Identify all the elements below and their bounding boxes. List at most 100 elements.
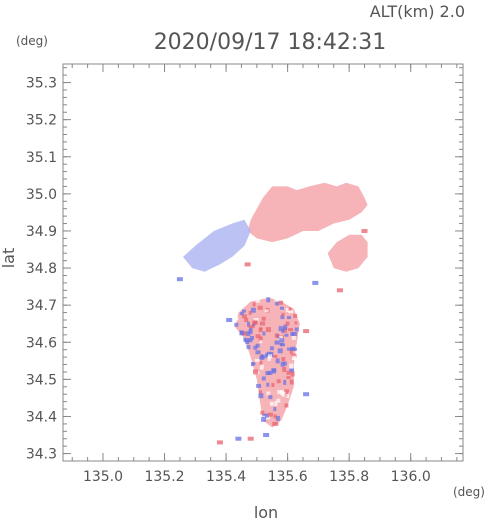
echo-cell xyxy=(246,331,251,337)
y-tick-label: 35.0 xyxy=(26,187,57,203)
echo-cell xyxy=(248,329,253,335)
echo-cell xyxy=(239,312,244,316)
echo-cell xyxy=(287,316,291,320)
echo-cell xyxy=(277,348,283,354)
echo-cell xyxy=(271,383,275,387)
echo-cell xyxy=(283,327,288,333)
echo-speckle xyxy=(361,229,368,233)
echo-cell xyxy=(294,321,298,325)
echo-cell xyxy=(262,331,266,336)
y-tick-label: 35.3 xyxy=(26,76,57,92)
y-tick-label: 34.8 xyxy=(26,261,57,277)
echo-cell xyxy=(258,336,263,342)
altitude-label: ALT(km) 2.0 xyxy=(370,2,465,21)
echo-cell xyxy=(251,362,255,367)
echo-cell xyxy=(266,297,271,303)
echo-region-east-positive xyxy=(327,234,368,272)
x-tick-label: 135.6 xyxy=(268,469,308,485)
echo-cell xyxy=(269,401,274,406)
x-unit-label: (deg) xyxy=(453,485,485,499)
echo-cell xyxy=(284,389,290,393)
echo-cell xyxy=(280,343,285,347)
echo-cell xyxy=(257,305,263,310)
echo-cell xyxy=(275,358,280,364)
echo-cell xyxy=(281,391,286,397)
echo-cell xyxy=(260,321,265,326)
echo-speckle xyxy=(336,288,343,293)
echo-cell xyxy=(287,347,291,351)
x-tick-label: 135.2 xyxy=(144,469,184,485)
echo-cell xyxy=(278,326,284,332)
echo-cell xyxy=(288,328,294,332)
echo-cell xyxy=(283,392,288,397)
echo-cell xyxy=(249,327,253,331)
echo-cell xyxy=(248,310,252,315)
echo-cell xyxy=(282,367,287,372)
x-tick-label: 135.4 xyxy=(206,469,246,485)
echo-cell xyxy=(253,318,259,321)
x-axis-label: lon xyxy=(254,503,278,521)
echo-cell xyxy=(292,355,296,360)
echo-cell xyxy=(255,298,260,303)
y-tick-label: 34.7 xyxy=(26,298,57,314)
echo-cell xyxy=(284,403,289,408)
echo-speckle xyxy=(312,280,319,285)
echo-cell xyxy=(267,357,271,361)
echo-cell xyxy=(274,333,279,338)
echo-cell xyxy=(255,350,261,355)
echo-cell xyxy=(283,324,288,330)
echo-cell xyxy=(241,309,246,313)
echo-cell xyxy=(255,343,260,348)
echo-cell xyxy=(250,307,256,313)
echo-cell xyxy=(259,355,265,360)
echo-speckle xyxy=(176,277,183,282)
echo-cell xyxy=(294,327,299,332)
echo-cell xyxy=(273,414,277,419)
y-tick-label: 34.6 xyxy=(26,335,57,351)
echo-speckle xyxy=(247,436,254,441)
echo-cell xyxy=(281,329,285,334)
echo-cell xyxy=(281,312,285,316)
echo-cell xyxy=(285,307,289,312)
echo-cell xyxy=(264,309,269,313)
echo-cell xyxy=(265,371,271,376)
echo-cell xyxy=(258,393,264,399)
echo-cell xyxy=(241,314,247,319)
y-tick-label: 34.5 xyxy=(26,372,57,388)
echo-cell xyxy=(284,333,289,337)
echo-cell xyxy=(289,349,293,355)
echo-cell xyxy=(248,325,253,329)
echo-cell xyxy=(261,416,267,422)
echo-cell xyxy=(268,395,273,400)
echo-cell xyxy=(265,327,271,333)
echo-cell xyxy=(244,338,250,343)
echo-cell xyxy=(283,379,287,385)
echo-speckle xyxy=(216,440,223,445)
x-tick-label: 135.0 xyxy=(83,469,123,485)
echo-speckle xyxy=(244,262,251,267)
echo-cell xyxy=(260,410,265,415)
echo-cell xyxy=(259,340,263,344)
echo-cell xyxy=(267,351,271,356)
echo-cell xyxy=(273,354,278,358)
echo-cell xyxy=(254,358,260,362)
echo-cell xyxy=(291,335,296,340)
echo-cell xyxy=(252,302,256,307)
echo-cell xyxy=(261,316,266,321)
echo-cell xyxy=(272,368,277,374)
echo-region-north-positive xyxy=(247,182,368,243)
x-tick-label: 136.0 xyxy=(391,469,431,485)
y-tick-label: 35.2 xyxy=(26,113,57,129)
echo-speckle xyxy=(303,392,310,397)
y-tick-label: 34.4 xyxy=(26,409,57,425)
echo-cell xyxy=(291,332,297,336)
echo-cell xyxy=(265,413,270,418)
echo-cell xyxy=(268,412,273,417)
echo-cell xyxy=(269,346,274,351)
echo-cell xyxy=(255,334,261,339)
echo-cell xyxy=(261,376,266,381)
echo-cell xyxy=(256,383,262,388)
echo-cell xyxy=(280,361,285,367)
echo-cell xyxy=(279,338,285,343)
echo-cell xyxy=(248,338,253,343)
